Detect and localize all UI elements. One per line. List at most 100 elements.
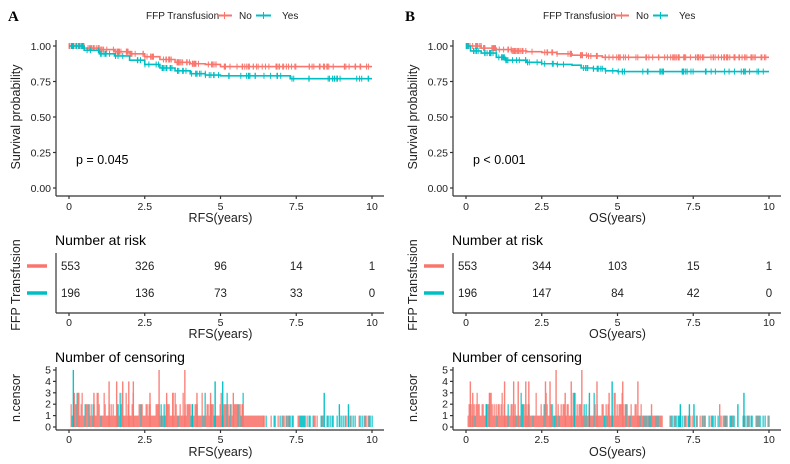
censor-bar-no <box>95 415 97 427</box>
censor-bar-no <box>595 415 597 427</box>
censor-bar-no <box>570 381 572 427</box>
censor-bar-yes <box>213 415 215 427</box>
censor-bar-yes <box>274 415 276 427</box>
censor-bar-yes <box>371 415 373 427</box>
censor-bar-no <box>607 404 609 427</box>
censor-bar-no <box>74 404 76 427</box>
censor-bar-no <box>94 415 96 427</box>
risk-count: 553 <box>61 261 80 273</box>
censor-bar-no <box>250 415 252 427</box>
censor-bar-no <box>486 404 488 427</box>
censor-bar-no <box>547 415 549 427</box>
censor-bar-yes <box>329 415 331 427</box>
censor-bar-no <box>162 415 164 427</box>
censor-bar-no <box>131 404 133 427</box>
x-axis-title: OS(years) <box>589 211 646 225</box>
censor-bar-no <box>578 404 580 427</box>
censor-bar-no <box>218 415 220 427</box>
risk-count: 15 <box>687 261 700 273</box>
censor-bar-no <box>82 415 84 427</box>
censor-bar-yes <box>204 392 206 427</box>
risk-table-title: Number at risk <box>452 232 544 248</box>
censor-bar-yes <box>693 404 695 427</box>
censor-bar-no <box>257 415 259 427</box>
legend: FFP Transfusion No Yes <box>543 11 695 22</box>
censor-bar-no <box>144 415 146 427</box>
censor-bar-no <box>650 404 653 427</box>
y-tick-label: 0.50 <box>428 112 449 124</box>
censor-bar-no <box>758 415 760 427</box>
km-curve-yes <box>466 45 769 73</box>
censor-bar-no <box>209 392 212 427</box>
censor-bar-yes <box>321 415 323 427</box>
censor-bar-no <box>589 415 591 427</box>
censor-bar-yes <box>645 415 647 427</box>
censor-bar-no <box>86 404 88 427</box>
censor-bar-no <box>626 404 628 427</box>
censor-bar-no <box>200 415 202 427</box>
censor-bar-no <box>623 415 625 427</box>
censor-bar-no <box>584 415 586 427</box>
censor-bar-no <box>481 404 483 427</box>
censor-bar-yes <box>583 404 585 427</box>
censor-bar-yes <box>202 415 204 427</box>
censor-bar-no <box>225 404 227 427</box>
y-axis-title: Survival probability <box>406 64 420 170</box>
x-axis-title: RFS(years) <box>189 211 253 225</box>
censor-bar-no <box>494 415 496 427</box>
censor-bar-no <box>93 392 95 427</box>
censor-bar-no <box>91 415 93 427</box>
censor-bar-no <box>646 415 648 427</box>
censor-bar-yes <box>281 415 283 427</box>
censor-bar-no <box>243 415 245 427</box>
censor-bar-no <box>499 415 501 427</box>
censor-bar-yes <box>312 415 314 427</box>
censor-x-tick-label: 10 <box>366 434 378 446</box>
censor-bar-yes <box>554 415 556 427</box>
censor-bar-no <box>283 415 285 427</box>
censor-bar-yes <box>291 415 293 427</box>
censor-bar-no <box>108 381 110 427</box>
censor-bar-no <box>601 404 603 427</box>
censor-bar-no <box>223 404 225 427</box>
censor-bar-no <box>552 415 554 427</box>
censor-bar-no <box>564 392 566 427</box>
censor-bar-no <box>252 415 254 427</box>
censor-bar-yes <box>119 392 121 427</box>
censor-bar-yes <box>76 392 78 427</box>
censor-bar-yes <box>681 415 683 427</box>
censor-bar-no <box>614 392 616 427</box>
censor-bar-no <box>610 415 612 427</box>
censor-bar-no <box>592 415 594 427</box>
censor-bar-yes <box>558 415 560 427</box>
risk-x-tick-label: 0 <box>463 317 469 329</box>
censor-bar-yes <box>606 415 608 427</box>
censor-bar-no <box>178 415 180 427</box>
censor-bar-no <box>314 415 316 427</box>
censor-bar-yes <box>649 415 651 427</box>
censor-bar-no <box>124 415 126 427</box>
censor-bar-no <box>149 392 151 427</box>
censor-bar-no <box>363 415 365 427</box>
censor-bar-no <box>173 415 175 427</box>
censor-bar-no <box>174 392 176 427</box>
censor-bar-no <box>195 404 197 427</box>
risk-count: 196 <box>458 288 477 300</box>
risk-y-axis-title: FFP Transfusion <box>406 239 420 331</box>
censor-bar-no <box>567 404 569 427</box>
censor-bar-no <box>576 404 578 427</box>
censor-y-axis-title: n.censor <box>406 374 420 422</box>
censor-x-tick-label: 10 <box>763 434 775 446</box>
censor-bar-no <box>105 415 107 427</box>
censor-bar-no <box>176 415 178 427</box>
y-axis-title: Survival probability <box>9 64 23 170</box>
censor-bar-no <box>542 415 544 427</box>
censor-bar-yes <box>352 415 354 427</box>
censor-bar-yes <box>737 404 739 427</box>
risk-count: 196 <box>61 288 80 300</box>
censor-bar-no <box>479 415 481 427</box>
censor-bar-no <box>517 381 519 427</box>
censor-bar-no <box>685 415 687 427</box>
